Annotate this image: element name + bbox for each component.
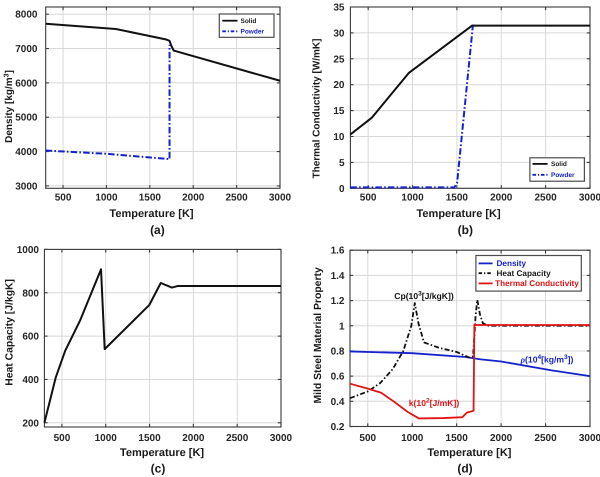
svg-text:Heat Capacity: Heat Capacity xyxy=(497,269,552,278)
svg-text:2500: 2500 xyxy=(535,192,558,203)
svg-text:1000: 1000 xyxy=(95,433,118,444)
svg-text:(c): (c) xyxy=(151,462,166,476)
svg-text:25: 25 xyxy=(333,54,345,65)
svg-text:1: 1 xyxy=(339,321,345,332)
svg-text:3000: 3000 xyxy=(270,433,293,444)
svg-text:1500: 1500 xyxy=(138,433,161,444)
svg-text:2000: 2000 xyxy=(490,433,513,444)
svg-text:1000: 1000 xyxy=(17,245,40,256)
svg-text:400: 400 xyxy=(22,375,39,386)
svg-text:Solid: Solid xyxy=(241,18,257,25)
svg-text:0.4: 0.4 xyxy=(331,397,345,408)
svg-text:3000: 3000 xyxy=(15,181,38,192)
svg-text:500: 500 xyxy=(360,192,377,203)
svg-text:3000: 3000 xyxy=(269,192,292,203)
svg-text:Mild Steel Material Property: Mild Steel Material Property xyxy=(313,267,324,403)
svg-text:800: 800 xyxy=(22,288,39,299)
svg-text:Solid: Solid xyxy=(551,161,567,168)
svg-text:2500: 2500 xyxy=(226,433,249,444)
svg-text:Temperature [K]: Temperature [K] xyxy=(120,447,204,459)
svg-text:6000: 6000 xyxy=(15,78,38,89)
svg-text:1000: 1000 xyxy=(401,433,424,444)
svg-text:2000: 2000 xyxy=(182,433,205,444)
svg-text:Powder: Powder xyxy=(241,29,265,36)
svg-text:200: 200 xyxy=(22,418,39,429)
svg-text:Density: Density xyxy=(497,259,527,268)
svg-text:2500: 2500 xyxy=(225,192,248,203)
svg-text:5000: 5000 xyxy=(15,113,38,124)
svg-text:(a): (a) xyxy=(150,223,165,237)
svg-text:500: 500 xyxy=(54,433,71,444)
svg-text:1000: 1000 xyxy=(95,192,118,203)
svg-text:500: 500 xyxy=(55,192,72,203)
svg-text:0.2: 0.2 xyxy=(331,422,345,433)
svg-text:Thermal Conductivity: Thermal Conductivity xyxy=(495,279,579,288)
svg-text:1500: 1500 xyxy=(139,192,162,203)
svg-text:0: 0 xyxy=(339,184,345,195)
svg-text:10: 10 xyxy=(333,132,345,143)
svg-text:1500: 1500 xyxy=(446,433,469,444)
svg-text:3000: 3000 xyxy=(579,433,600,444)
svg-text:35: 35 xyxy=(333,3,345,14)
svg-text:1.4: 1.4 xyxy=(331,271,345,282)
svg-text:0.8: 0.8 xyxy=(331,346,345,357)
svg-text:0.6: 0.6 xyxy=(331,372,345,383)
svg-text:1.6: 1.6 xyxy=(331,246,345,257)
svg-text:Powder: Powder xyxy=(551,172,575,179)
svg-text:Heat Capacity [J/kgK]: Heat Capacity [J/kgK] xyxy=(5,279,16,386)
svg-text:3000: 3000 xyxy=(579,192,600,203)
svg-text:k(102[J/mK]): k(102[J/mK]) xyxy=(409,398,460,409)
svg-text:1.2: 1.2 xyxy=(331,296,345,307)
svg-text:Temperature [K]: Temperature [K] xyxy=(417,208,501,220)
svg-text:500: 500 xyxy=(359,433,376,444)
svg-text:4000: 4000 xyxy=(15,147,38,158)
svg-text:(d): (d) xyxy=(457,462,472,476)
svg-text:1000: 1000 xyxy=(401,192,424,203)
svg-text:1500: 1500 xyxy=(446,192,469,203)
svg-text:8000: 8000 xyxy=(15,10,38,21)
svg-text:Thermal Conductivity [W/mK]: Thermal Conductivity [W/mK] xyxy=(312,38,323,178)
svg-text:5: 5 xyxy=(339,158,345,169)
svg-text:7000: 7000 xyxy=(15,44,38,55)
svg-text:(b): (b) xyxy=(458,223,473,237)
svg-text:2500: 2500 xyxy=(534,433,557,444)
svg-text:20: 20 xyxy=(333,80,345,91)
svg-text:600: 600 xyxy=(22,332,39,343)
svg-text:Cp(103[J/kgK]): Cp(103[J/kgK]) xyxy=(394,291,454,302)
svg-text:Temperature [K]: Temperature [K] xyxy=(109,208,193,220)
svg-text:30: 30 xyxy=(333,28,345,39)
svg-text:2000: 2000 xyxy=(490,192,513,203)
svg-text:ρ(104[kg/m3]): ρ(104[kg/m3]) xyxy=(520,354,574,365)
svg-text:2000: 2000 xyxy=(182,192,205,203)
svg-text:Temperature [K]: Temperature [K] xyxy=(427,447,511,459)
svg-text:Density [kg/m3]: Density [kg/m3] xyxy=(4,70,16,143)
svg-text:15: 15 xyxy=(333,106,345,117)
